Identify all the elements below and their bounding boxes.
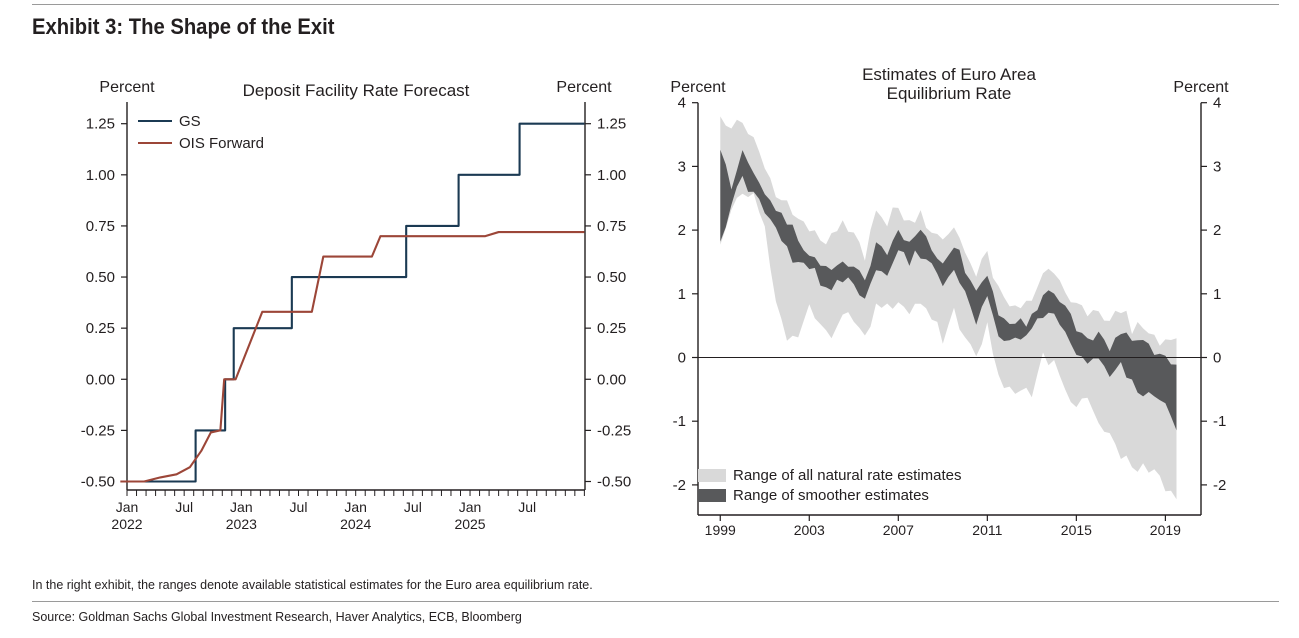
svg-text:Jan: Jan <box>116 499 139 515</box>
svg-text:0.00: 0.00 <box>86 371 115 388</box>
svg-text:2019: 2019 <box>1150 522 1181 538</box>
svg-text:0.75: 0.75 <box>86 218 115 235</box>
svg-text:2025: 2025 <box>454 516 485 532</box>
svg-text:Range of smoother estimates: Range of smoother estimates <box>733 487 929 504</box>
svg-text:1: 1 <box>678 286 686 303</box>
svg-text:Jan: Jan <box>230 499 253 515</box>
svg-text:1.25: 1.25 <box>86 116 115 133</box>
svg-text:Jul: Jul <box>518 499 536 515</box>
svg-text:Percent: Percent <box>99 79 155 96</box>
svg-text:1.00: 1.00 <box>597 167 626 184</box>
svg-text:0.25: 0.25 <box>597 320 626 337</box>
svg-text:0: 0 <box>678 350 686 367</box>
svg-text:-1: -1 <box>673 413 686 430</box>
svg-text:GS: GS <box>179 113 201 130</box>
svg-text:2: 2 <box>678 222 686 239</box>
svg-text:3: 3 <box>678 158 686 175</box>
svg-text:0.50: 0.50 <box>86 269 115 286</box>
svg-text:2023: 2023 <box>226 516 257 532</box>
svg-text:2011: 2011 <box>972 522 1002 538</box>
svg-text:0.50: 0.50 <box>597 269 626 286</box>
svg-text:Percent: Percent <box>556 79 612 96</box>
svg-text:Estimates of Euro Area: Estimates of Euro Area <box>862 65 1036 84</box>
svg-text:-0.50: -0.50 <box>81 474 115 491</box>
svg-text:2015: 2015 <box>1061 522 1092 538</box>
svg-text:Range of all natural rate esti: Range of all natural rate estimates <box>733 467 961 484</box>
svg-text:2007: 2007 <box>883 522 914 538</box>
svg-text:1.25: 1.25 <box>597 116 626 133</box>
svg-text:4: 4 <box>1213 95 1221 112</box>
svg-text:-0.25: -0.25 <box>81 422 115 439</box>
svg-text:3: 3 <box>1213 158 1221 175</box>
svg-text:Jul: Jul <box>290 499 308 515</box>
svg-text:Jan: Jan <box>459 499 482 515</box>
svg-text:0.00: 0.00 <box>597 371 626 388</box>
svg-text:-0.25: -0.25 <box>597 422 631 439</box>
svg-text:2: 2 <box>1213 222 1221 239</box>
svg-text:Deposit Facility Rate Forecast: Deposit Facility Rate Forecast <box>243 81 470 100</box>
svg-text:-0.50: -0.50 <box>597 474 631 491</box>
svg-text:0.25: 0.25 <box>86 320 115 337</box>
svg-text:Equilibrium Rate: Equilibrium Rate <box>887 84 1012 103</box>
svg-text:-2: -2 <box>1213 477 1226 494</box>
svg-text:-2: -2 <box>673 477 686 494</box>
svg-text:0: 0 <box>1213 350 1221 367</box>
svg-text:0.75: 0.75 <box>597 218 626 235</box>
svg-text:2024: 2024 <box>340 516 371 532</box>
svg-text:1.00: 1.00 <box>86 167 115 184</box>
svg-text:Jan: Jan <box>344 499 367 515</box>
svg-text:-1: -1 <box>1213 413 1226 430</box>
svg-text:Jul: Jul <box>175 499 193 515</box>
svg-text:1: 1 <box>1213 286 1221 303</box>
svg-text:OIS Forward: OIS Forward <box>179 135 264 152</box>
svg-text:2003: 2003 <box>794 522 825 538</box>
svg-text:2022: 2022 <box>111 516 142 532</box>
svg-text:1999: 1999 <box>705 522 736 538</box>
svg-text:Jul: Jul <box>404 499 422 515</box>
svg-text:4: 4 <box>678 95 686 112</box>
svg-text:Percent: Percent <box>1173 79 1229 96</box>
svg-text:Percent: Percent <box>670 79 726 96</box>
